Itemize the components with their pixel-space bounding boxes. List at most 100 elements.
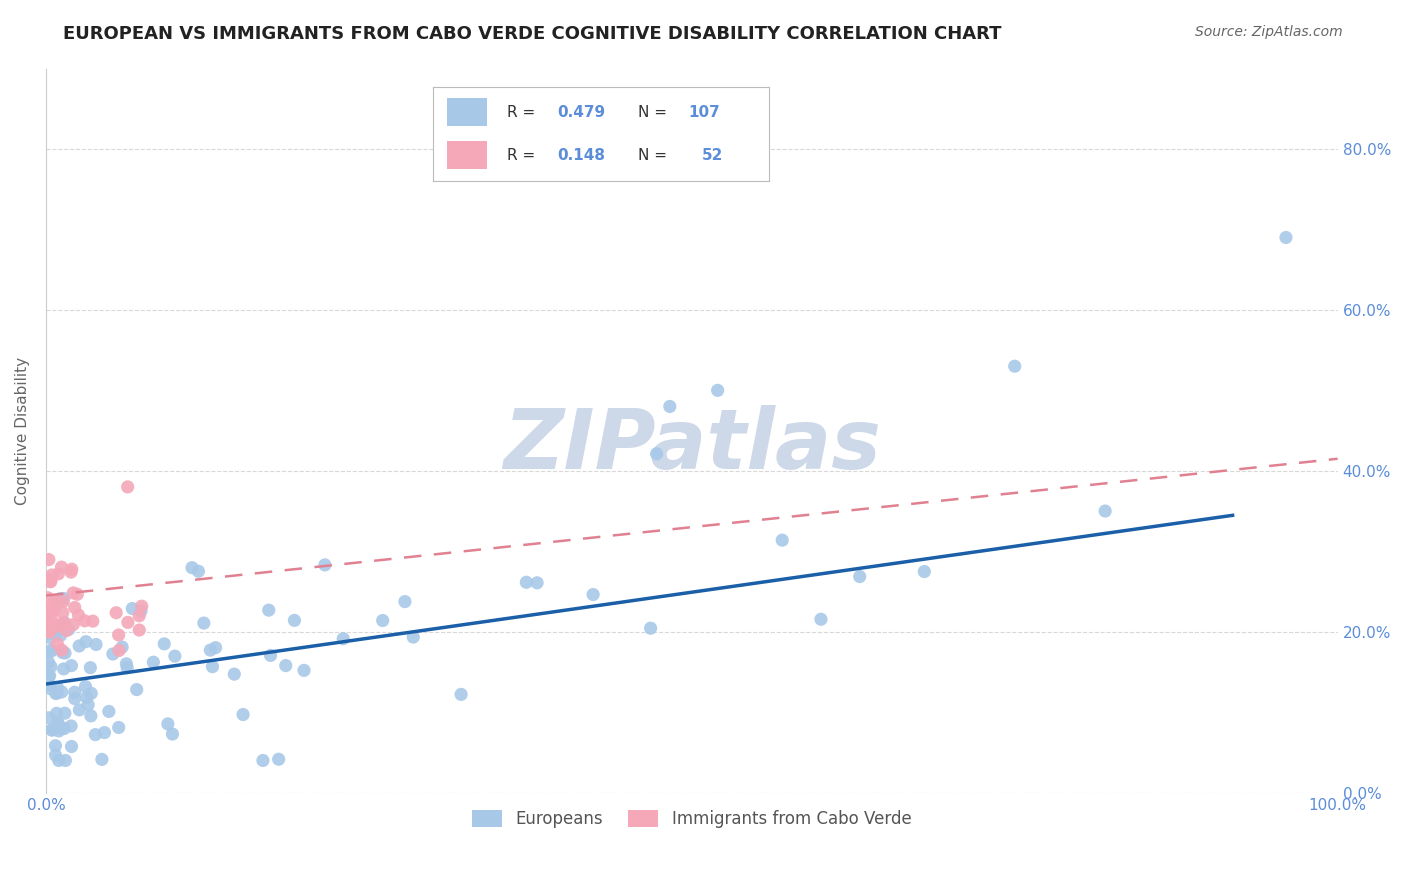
Point (38, 552, 60, 566)
Point (332, 632, 354, 646)
Point (63, 600, 86, 615)
Point (912, 565, 935, 579)
Point (108, 643, 131, 657)
Point (259, 648, 281, 663)
Point (41, 603, 63, 617)
Point (39, 659, 62, 673)
Point (45, 706, 67, 721)
Point (38, 645, 60, 659)
Point (45, 623, 67, 637)
Point (38, 574, 60, 588)
Point (97, 705, 120, 719)
Point (39, 681, 62, 696)
Point (252, 754, 274, 768)
Point (107, 721, 129, 735)
Point (48, 723, 70, 738)
Point (201, 659, 224, 673)
Point (75, 634, 97, 648)
Point (46, 681, 69, 695)
Point (101, 647, 124, 661)
Point (526, 575, 548, 590)
Point (60, 562, 83, 576)
Point (90, 752, 112, 766)
Point (46, 637, 69, 651)
Point (38, 677, 60, 691)
Point (38, 670, 60, 684)
Point (53, 615, 76, 630)
Point (37, 574, 59, 588)
Point (37, 620, 59, 634)
Point (38, 625, 60, 640)
Point (60, 565, 83, 579)
Point (60, 739, 83, 754)
Point (58, 623, 80, 637)
Point (232, 707, 254, 722)
Point (314, 558, 336, 572)
Point (128, 623, 150, 637)
Point (80, 709, 103, 723)
Point (66, 587, 89, 601)
Point (46, 717, 69, 731)
Legend: Europeans, Immigrants from Cabo Verde: Europeans, Immigrants from Cabo Verde (465, 804, 918, 835)
Point (46, 686, 69, 700)
Point (44, 594, 66, 608)
Point (73, 614, 96, 628)
Point (267, 752, 290, 766)
Point (53, 646, 76, 660)
Point (55, 754, 77, 768)
Point (111, 640, 134, 654)
Point (117, 615, 139, 630)
Point (67, 608, 90, 623)
Point (62, 586, 84, 600)
Point (75, 680, 97, 694)
Point (38, 656, 60, 670)
Point (181, 560, 204, 574)
Point (39, 624, 62, 638)
Point (82, 614, 104, 628)
Point (52, 594, 75, 608)
Point (162, 727, 184, 741)
Point (42, 601, 65, 615)
Point (84, 728, 107, 742)
Point (125, 682, 148, 697)
Point (38, 604, 60, 618)
Point (49, 617, 72, 632)
Point (44, 627, 66, 641)
Point (37, 619, 59, 633)
Point (115, 657, 138, 671)
Point (105, 606, 128, 620)
Point (1004, 359, 1026, 374)
Point (63, 685, 86, 699)
Point (640, 621, 662, 635)
Point (37, 572, 59, 586)
Point (52, 615, 75, 630)
Point (45, 594, 67, 608)
Point (371, 614, 394, 628)
Point (51, 643, 73, 657)
Point (292, 664, 315, 678)
Point (200, 643, 222, 657)
Point (283, 613, 305, 627)
Point (156, 717, 179, 731)
Y-axis label: Cognitive Disability: Cognitive Disability (15, 357, 30, 505)
Point (645, 447, 668, 461)
Point (38, 711, 60, 725)
Point (55, 624, 77, 638)
Point (52, 606, 75, 620)
Point (582, 588, 605, 602)
Point (93, 725, 115, 739)
Point (51, 646, 73, 660)
Point (38, 626, 60, 640)
Point (848, 569, 870, 583)
Point (49, 721, 72, 735)
Point (39, 631, 62, 645)
Point (67, 703, 90, 717)
Point (84, 638, 107, 652)
Point (402, 630, 425, 644)
Point (53, 706, 76, 721)
Point (153, 637, 176, 651)
Point (810, 612, 832, 626)
Text: ZIPatlas: ZIPatlas (503, 405, 880, 485)
Point (77, 698, 100, 712)
Point (142, 655, 165, 669)
